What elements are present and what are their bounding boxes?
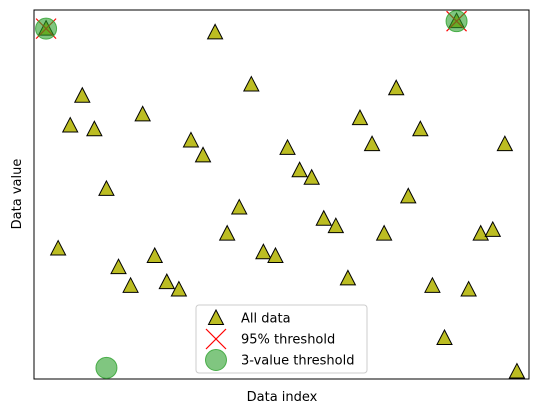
data-point-0-11 [170,280,188,297]
data-point-0-17 [242,75,260,92]
data-point-0-8 [134,105,151,122]
data-point-0-28 [375,224,393,241]
data-point-0-15 [218,224,236,241]
legend: All data 95% threshold 3-value threshold [195,304,368,374]
data-point-0-25 [339,269,357,286]
data-point-0-20 [279,138,296,155]
data-point-0-7 [122,276,139,293]
data-point-0-13 [194,146,212,163]
legend-label-0: All data [241,312,291,327]
data-point-0-39 [508,362,526,379]
legend-marker-1 [205,328,227,350]
data-point-0-37 [484,220,502,237]
data-point-2-2 [445,10,468,33]
data-point-0-36 [472,224,490,241]
data-point-0-38 [496,135,514,152]
data-point-0-32 [424,276,441,293]
data-marks [35,10,526,379]
data-point-0-6 [110,258,127,275]
data-point-0-14 [206,23,224,40]
data-point-0-21 [291,161,308,178]
data-point-0-18 [255,243,272,260]
data-point-0-9 [146,246,164,263]
data-point-0-5 [98,179,115,196]
x-axis-label: Data index [247,390,318,405]
legend-label-2: 3-value threshold [241,354,354,369]
data-point-0-19 [267,246,284,263]
data-point-0-35 [460,280,477,297]
data-point-0-27 [363,135,381,152]
data-point-0-4 [86,120,103,137]
data-point-0-23 [315,209,333,226]
data-point-0-31 [412,120,429,137]
data-point-0-26 [351,109,369,126]
data-point-0-12 [182,131,200,148]
series-2 [35,10,468,379]
data-point-0-16 [230,198,248,215]
data-point-0-29 [387,79,405,96]
legend-box [195,304,368,374]
data-point-2-1 [95,356,118,379]
legend-marker-0 [207,308,225,325]
y-axis-label: Data value [10,159,25,230]
data-point-0-22 [303,168,321,185]
data-point-0-10 [158,273,176,290]
data-point-0-1 [49,239,67,256]
legend-label-1: 95% threshold [241,333,335,348]
data-point-0-24 [327,217,345,234]
legend-marker-1-stroke-b [205,328,227,350]
data-point-0-33 [436,328,453,345]
data-point-0-30 [399,187,417,204]
data-point-0-2 [61,116,79,133]
data-point-0-3 [73,86,91,103]
legend-marker-2 [205,349,227,371]
data-point-2-0 [35,17,58,40]
